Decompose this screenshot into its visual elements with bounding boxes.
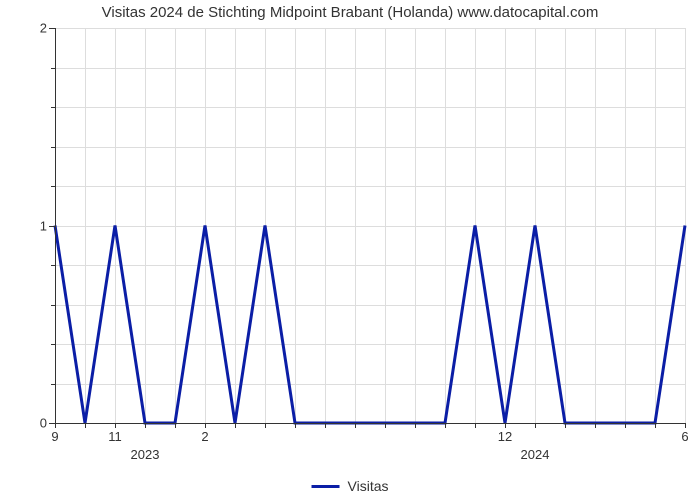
y-tick-label: 2 — [40, 21, 47, 36]
x-axis-line — [55, 423, 685, 424]
legend-swatch — [312, 485, 340, 488]
x-tick-label: 6 — [681, 429, 688, 444]
chart-title: Visitas 2024 de Stichting Midpoint Braba… — [0, 4, 700, 21]
plot-area: 012 911202321220246 — [55, 28, 685, 423]
legend-label: Visitas — [348, 478, 389, 494]
x-era-label: 2024 — [521, 447, 550, 462]
line-series — [55, 28, 685, 423]
y-axis-line — [55, 28, 56, 423]
legend: Visitas — [312, 478, 389, 494]
chart-container: Visitas 2024 de Stichting Midpoint Braba… — [0, 0, 700, 500]
grid-vline — [685, 28, 686, 423]
x-tick-label: 12 — [498, 429, 512, 444]
x-tick-label: 9 — [51, 429, 58, 444]
x-tick — [685, 423, 686, 428]
x-era-label: 2023 — [131, 447, 160, 462]
y-tick-label: 0 — [40, 416, 47, 431]
y-tick-label: 1 — [40, 218, 47, 233]
series-line — [55, 226, 685, 424]
x-tick-label: 2 — [201, 429, 208, 444]
x-tick-label: 11 — [108, 429, 122, 444]
